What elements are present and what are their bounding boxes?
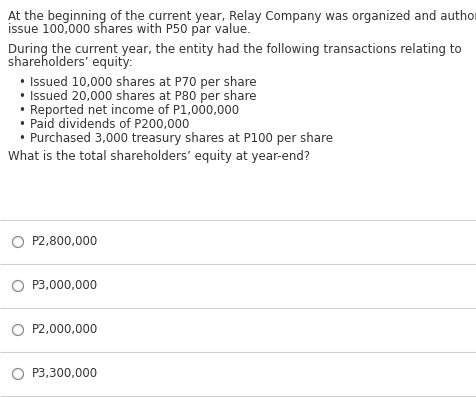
Text: issue 100,000 shares with P50 par value.: issue 100,000 shares with P50 par value.	[8, 23, 251, 36]
Text: •: •	[18, 132, 25, 145]
Text: Issued 20,000 shares at P80 per share: Issued 20,000 shares at P80 per share	[30, 90, 257, 103]
Text: P2,800,000: P2,800,000	[32, 235, 98, 249]
Text: What is the total shareholders’ equity at year-end?: What is the total shareholders’ equity a…	[8, 150, 310, 163]
Text: Purchased 3,000 treasury shares at P100 per share: Purchased 3,000 treasury shares at P100 …	[30, 132, 333, 145]
Text: •: •	[18, 104, 25, 117]
Text: P3,300,000: P3,300,000	[32, 368, 98, 380]
Text: Issued 10,000 shares at P70 per share: Issued 10,000 shares at P70 per share	[30, 76, 257, 89]
Text: •: •	[18, 76, 25, 89]
Text: P3,000,000: P3,000,000	[32, 279, 98, 293]
Text: shareholders’ equity:: shareholders’ equity:	[8, 56, 133, 69]
Text: During the current year, the entity had the following transactions relating to: During the current year, the entity had …	[8, 43, 462, 56]
Text: •: •	[18, 118, 25, 131]
Text: Paid dividends of P200,000: Paid dividends of P200,000	[30, 118, 189, 131]
Text: P2,000,000: P2,000,000	[32, 324, 98, 337]
Text: Reported net income of P1,000,000: Reported net income of P1,000,000	[30, 104, 239, 117]
Text: •: •	[18, 90, 25, 103]
Text: At the beginning of the current year, Relay Company was organized and authorized: At the beginning of the current year, Re…	[8, 10, 476, 23]
